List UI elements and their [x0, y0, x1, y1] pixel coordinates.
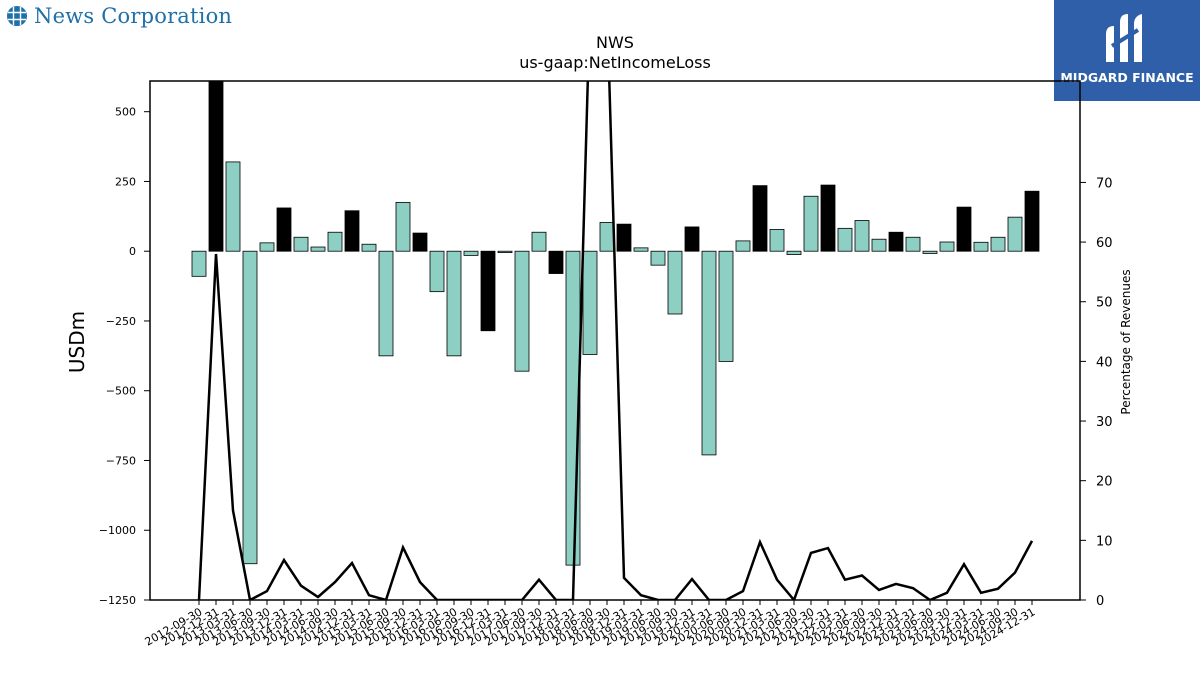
y-tick-label: 500 — [115, 106, 136, 119]
bar-2017-12-31 — [548, 250, 564, 274]
bar-2024-06-30 — [990, 236, 1006, 252]
bar-2016-12-31 — [480, 250, 496, 332]
bar-2020-12-31 — [752, 185, 768, 252]
y-tick-label: −750 — [106, 454, 136, 467]
bar-2013-03-31 — [225, 161, 241, 252]
bar-2022-06-30 — [854, 220, 870, 252]
bar-2021-09-30 — [803, 195, 819, 252]
bar-2023-12-31 — [956, 206, 972, 252]
bar-2012-12-31 — [208, 80, 224, 252]
y2-tick-label: 60 — [1096, 236, 1113, 251]
news-corp-logo: News Corporation — [6, 4, 232, 28]
y-tick-label: −1000 — [99, 524, 136, 537]
y-tick-label: −500 — [106, 385, 136, 398]
y2-tick-label: 20 — [1096, 475, 1113, 490]
y2-axis-ticks: 0 10 20 30 40 50 60 70 — [1080, 176, 1113, 609]
bar-2021-12-31 — [820, 184, 836, 252]
percentage-line — [197, 81, 1034, 600]
y-tick-label: 250 — [115, 175, 136, 188]
bar-2017-06-30 — [514, 250, 530, 372]
y2-tick-label: 10 — [1096, 534, 1113, 549]
bar-2020-03-31 — [701, 250, 717, 456]
chart-title: NWS — [596, 33, 634, 52]
y2-tick-label: 30 — [1096, 415, 1113, 430]
bar-2024-03-31 — [973, 241, 989, 252]
bar-2016-09-30 — [463, 250, 479, 256]
y2-tick-label: 50 — [1096, 296, 1113, 311]
bar-2024-09-30 — [1007, 216, 1023, 252]
bar-2017-03-31 — [497, 250, 513, 254]
bar-2014-03-31 — [293, 236, 309, 252]
bar-2013-09-30 — [259, 242, 275, 252]
midgard-finance-logo: MIDGARD FINANCE — [1054, 0, 1200, 101]
bar-2018-09-30 — [599, 222, 615, 252]
bar-2013-12-31 — [276, 207, 292, 252]
bar-2015-03-31 — [361, 243, 377, 252]
bar-2019-03-31 — [633, 247, 649, 252]
bar-2012-09-30 — [191, 250, 207, 277]
chart-subtitle: us-gaap:NetIncomeLoss — [519, 53, 711, 72]
y2-tick-label: 0 — [1096, 594, 1104, 609]
bar-series — [191, 80, 1040, 566]
bar-2020-06-30 — [718, 250, 734, 362]
y-tick-label: 0 — [129, 245, 136, 258]
bar-2013-06-30 — [242, 250, 258, 565]
bar-2016-06-30 — [446, 250, 462, 357]
y-axis-label: USDm — [65, 311, 89, 373]
bar-2019-09-30 — [667, 250, 683, 315]
bar-2020-09-30 — [735, 240, 751, 252]
bar-2014-12-31 — [344, 210, 360, 252]
bar-2021-06-30 — [786, 250, 802, 255]
y2-tick-label: 70 — [1096, 176, 1113, 191]
bar-2015-12-31 — [412, 232, 428, 252]
globe-icon — [7, 6, 27, 26]
brand-name: MIDGARD FINANCE — [1060, 70, 1194, 85]
bar-2019-06-30 — [650, 250, 666, 266]
bar-2015-06-30 — [378, 250, 394, 357]
midgard-mark-icon — [1106, 14, 1142, 62]
bar-2014-06-30 — [310, 246, 326, 252]
bar-2021-03-31 — [769, 229, 785, 252]
y-axis-ticks: −1250 −1000 −750 −500 −250 0 250 500 — [99, 106, 150, 607]
y-tick-label: −250 — [106, 315, 136, 328]
bar-2022-12-31 — [888, 231, 904, 252]
company-name: News Corporation — [34, 4, 233, 28]
bar-2022-03-31 — [837, 227, 853, 252]
bar-2024-12-31 — [1024, 190, 1040, 252]
plot-frame — [149, 80, 1081, 601]
x-axis-ticks: 2012-09-302012-12-312013-03-312013-06-30… — [143, 600, 1038, 649]
bar-2023-03-31 — [905, 236, 921, 252]
bar-2019-12-31 — [684, 226, 700, 252]
bar-2023-09-30 — [939, 241, 955, 252]
y2-tick-label: 40 — [1096, 355, 1113, 370]
bar-2014-09-30 — [327, 231, 343, 252]
bar-2016-03-31 — [429, 250, 445, 293]
bar-2015-09-30 — [395, 201, 411, 252]
bar-2022-09-30 — [871, 238, 887, 252]
y-tick-label: −1250 — [99, 594, 136, 607]
bar-2018-12-31 — [616, 223, 632, 252]
bar-2023-06-30 — [922, 250, 938, 254]
bar-2017-09-30 — [531, 231, 547, 252]
y2-axis-label: Percentage of Revenues — [1119, 269, 1133, 414]
bar-2018-06-30 — [582, 250, 598, 355]
